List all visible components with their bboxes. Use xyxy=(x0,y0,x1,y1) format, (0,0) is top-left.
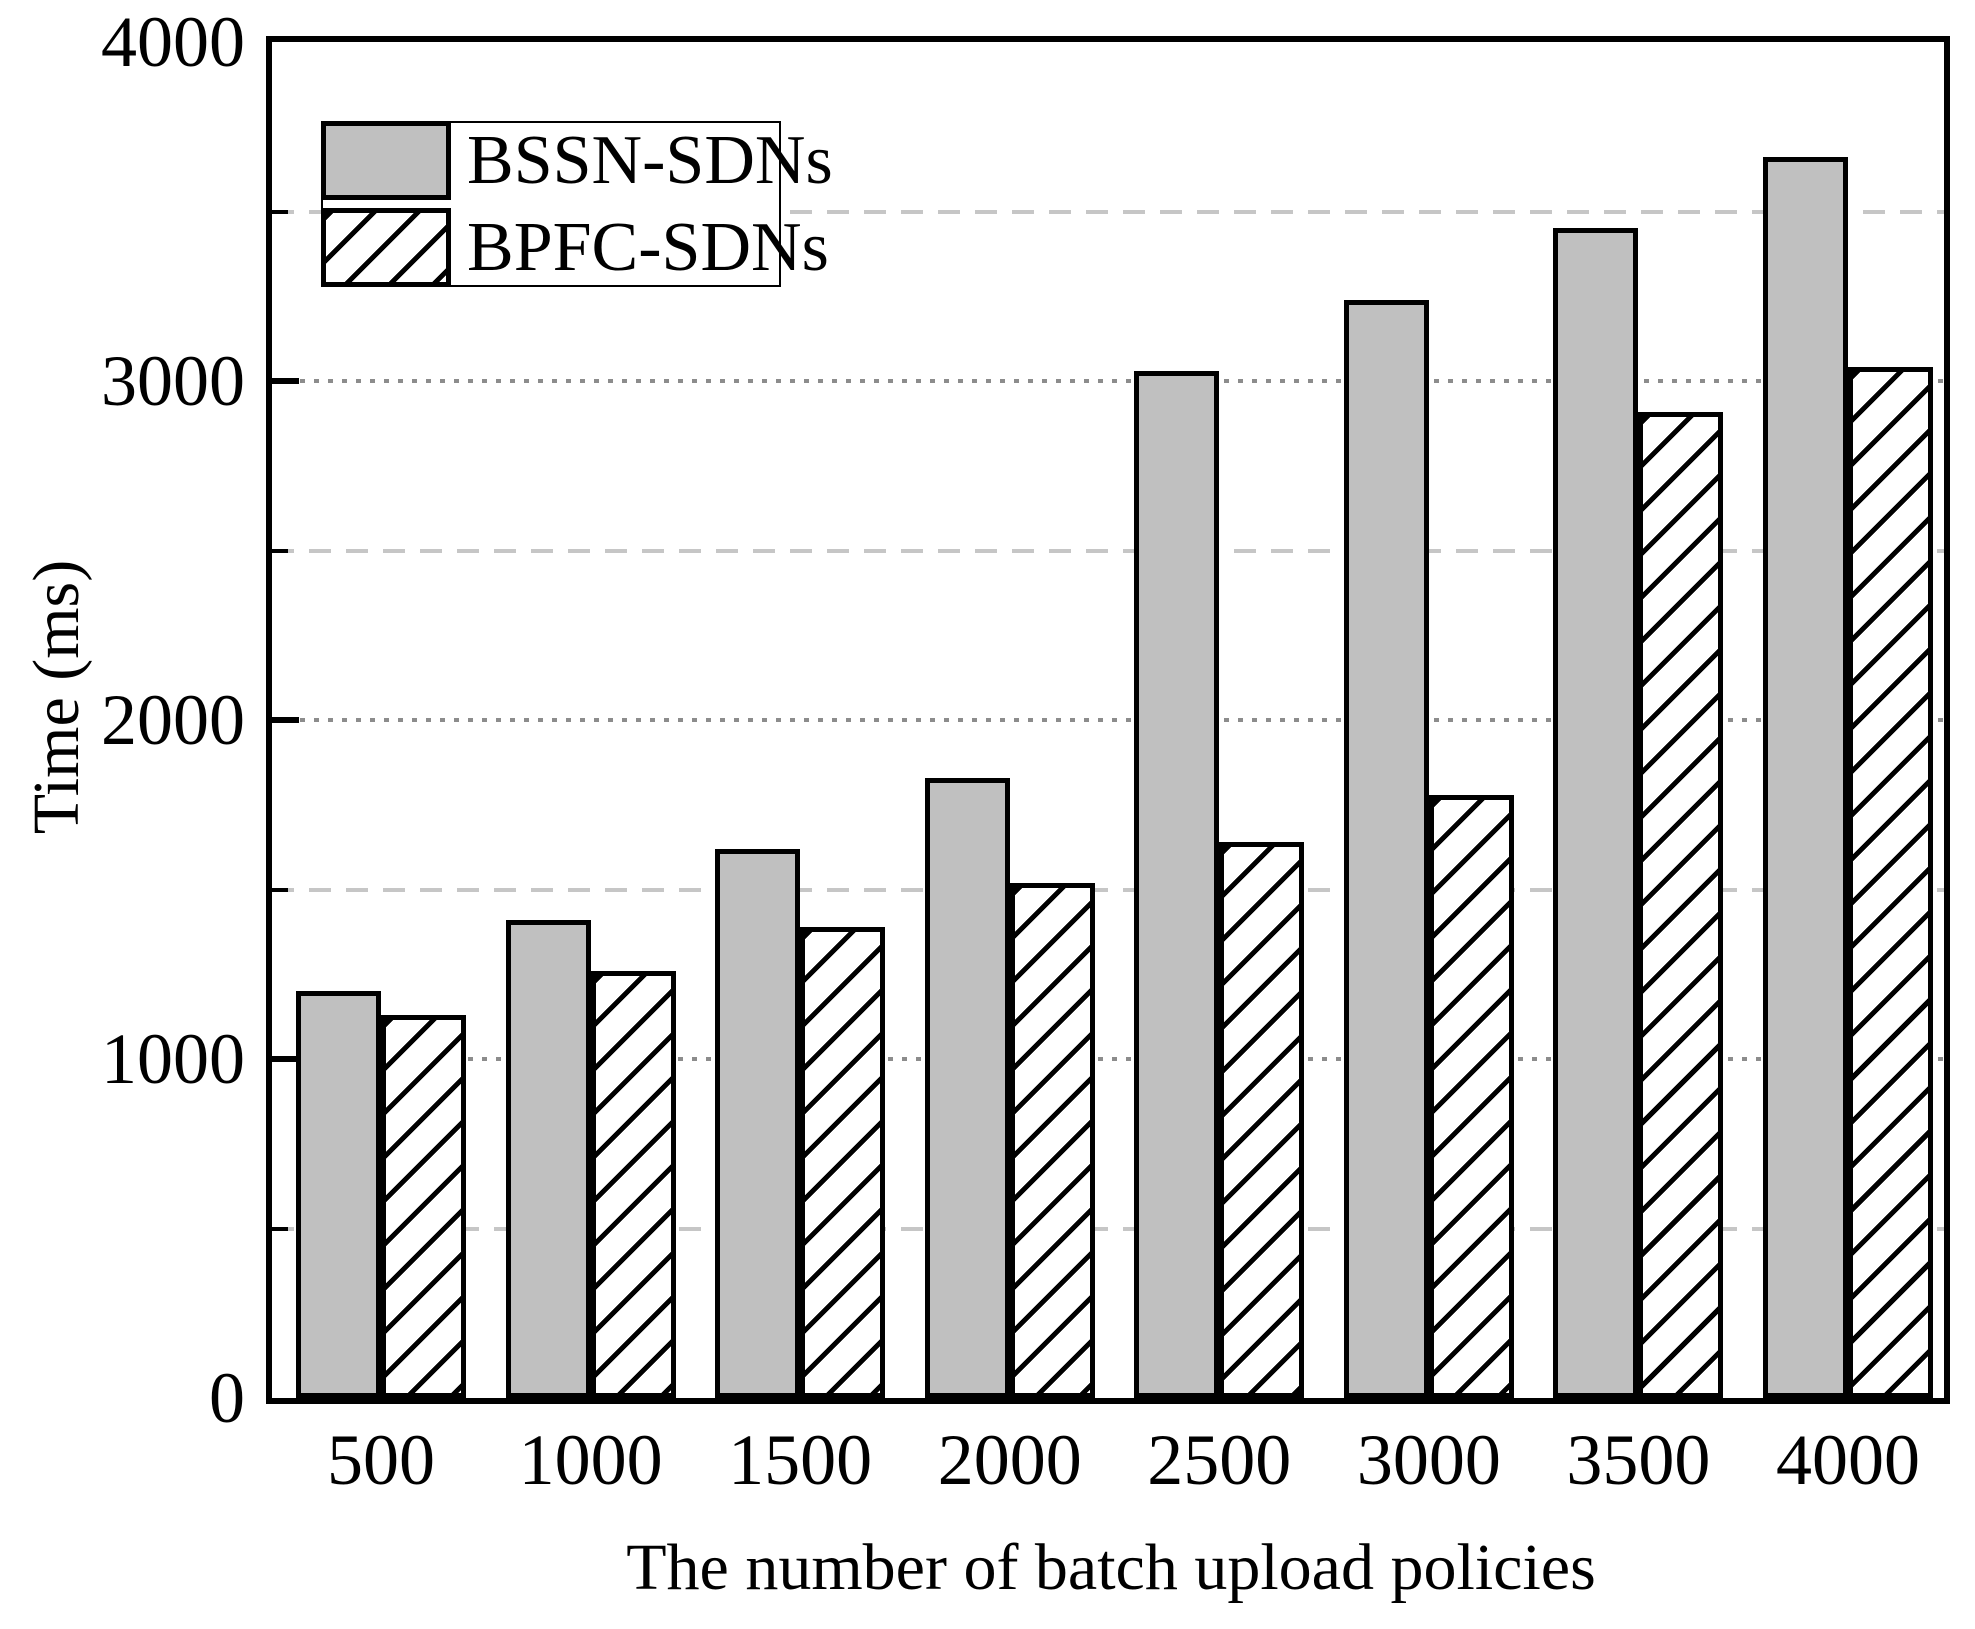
legend-entry-bpfc: BPFC-SDNs xyxy=(321,208,829,287)
y-tick-minor-1500 xyxy=(272,887,288,892)
bar-BSSN-SDNs-3000 xyxy=(1343,299,1429,1398)
gridline-minor-3500 xyxy=(272,209,1944,214)
x-tick-label-1000: 1000 xyxy=(518,1420,663,1500)
bar-BPFC-SDNs-500 xyxy=(381,1014,466,1398)
y-tick-major-1000 xyxy=(272,1056,299,1062)
bar-BSSN-SDNs-4000 xyxy=(1762,157,1848,1398)
bar-BPFC-SDNs-2500 xyxy=(1219,842,1305,1398)
bar-BSSN-SDNs-2500 xyxy=(1134,370,1220,1398)
bar-BSSN-SDNs-500 xyxy=(296,991,381,1398)
y-tick-label-2000: 2000 xyxy=(101,680,245,760)
bar-BPFC-SDNs-2000 xyxy=(1009,882,1095,1398)
y-tick-label-1000: 1000 xyxy=(101,1019,245,1099)
legend-swatch-solid-gray xyxy=(321,121,451,200)
bar-BSSN-SDNs-3500 xyxy=(1553,228,1639,1398)
x-tick-label-1500: 1500 xyxy=(728,1420,873,1500)
y-tick-major-3000 xyxy=(272,378,299,384)
bar-BPFC-SDNs-4000 xyxy=(1847,367,1933,1398)
x-tick-label-3000: 3000 xyxy=(1356,1420,1501,1500)
bar-BPFC-SDNs-3000 xyxy=(1428,794,1514,1398)
x-tick-label-2000: 2000 xyxy=(937,1420,1082,1500)
y-tick-minor-500 xyxy=(272,1226,288,1231)
bar-BSSN-SDNs-2000 xyxy=(924,777,1010,1398)
x-tick-label-4000: 4000 xyxy=(1775,1420,1920,1500)
gridline-major-1000 xyxy=(272,1057,1944,1061)
gridline-minor-2500 xyxy=(272,548,1944,553)
y-tick-major-2000 xyxy=(272,717,299,723)
y-tick-minor-3500 xyxy=(272,209,288,214)
plot-area xyxy=(266,36,1950,1404)
bar-BPFC-SDNs-3500 xyxy=(1638,411,1724,1398)
y-tick-label-4000: 4000 xyxy=(101,2,245,82)
gridline-minor-500 xyxy=(272,1226,1944,1231)
x-tick-label-2500: 2500 xyxy=(1147,1420,1292,1500)
gridline-major-3000 xyxy=(272,379,1944,383)
legend-swatch-hatched xyxy=(321,208,451,287)
legend: BSSN-SDNs BPFC-SDNs xyxy=(321,121,833,287)
x-tick-label-500: 500 xyxy=(327,1420,435,1500)
legend-entry-bssn: BSSN-SDNs xyxy=(321,121,833,200)
legend-label-bssn: BSSN-SDNs xyxy=(467,121,833,199)
y-tick-label-0: 0 xyxy=(209,1358,245,1438)
y-tick-label-3000: 3000 xyxy=(101,341,245,421)
bar-BPFC-SDNs-1500 xyxy=(800,926,886,1398)
bar-BSSN-SDNs-1500 xyxy=(715,848,801,1398)
legend-label-bpfc: BPFC-SDNs xyxy=(467,208,829,286)
gridline-minor-1500 xyxy=(272,887,1944,892)
x-axis-title: The number of batch upload policies xyxy=(626,1531,1596,1604)
x-tick-label-3500: 3500 xyxy=(1566,1420,1711,1500)
bar-BSSN-SDNs-1000 xyxy=(505,920,591,1398)
y-tick-minor-2500 xyxy=(272,548,288,553)
gridline-major-2000 xyxy=(272,718,1944,722)
bar-BPFC-SDNs-1000 xyxy=(590,970,676,1398)
